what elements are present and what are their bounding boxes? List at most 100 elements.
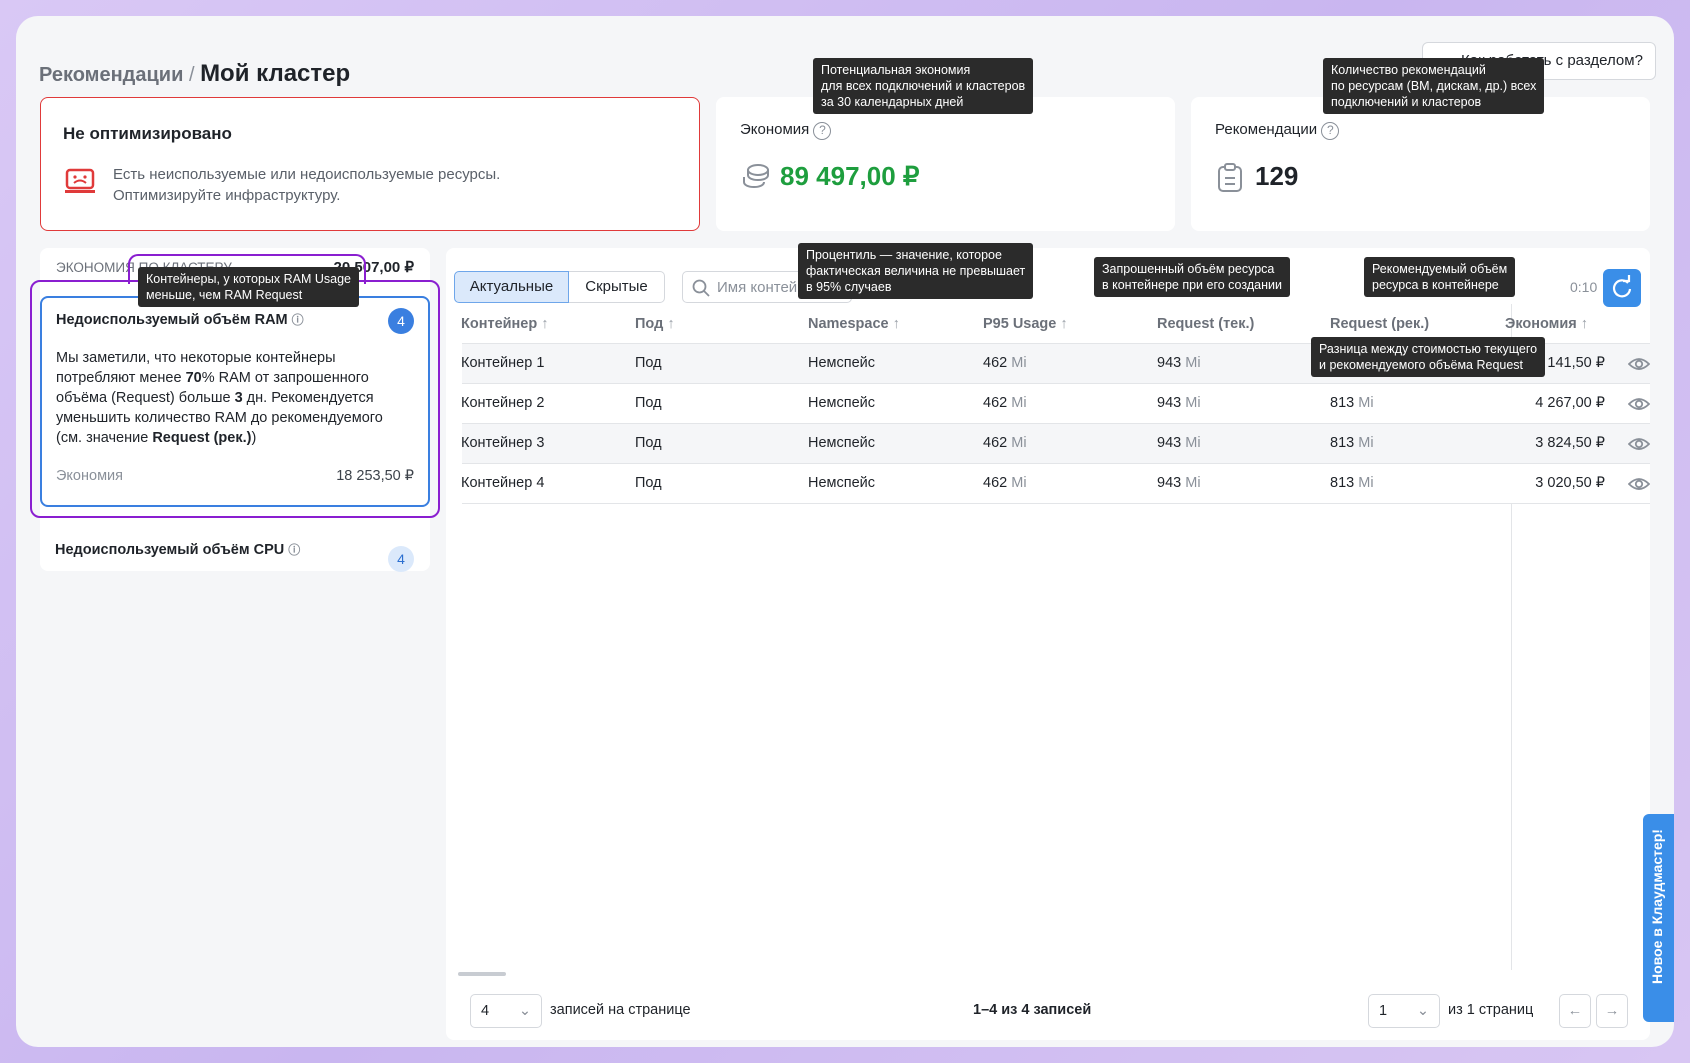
text: Мы заметили, что некоторые контейнеры по… — [56, 350, 336, 386]
cell-value: 462 — [983, 475, 1008, 491]
tooltip-line: Запрошенный объём ресурса — [1102, 262, 1275, 276]
eye-icon[interactable] — [1627, 354, 1651, 374]
scrollbar[interactable] — [458, 972, 506, 976]
next-page[interactable]: → — [1596, 994, 1628, 1028]
sort-icon[interactable]: ↑ — [1056, 316, 1068, 332]
cell: Контейнер 4 — [461, 475, 544, 491]
cell-value: Контейнер 4 — [461, 475, 545, 491]
breadcrumb-separator: / — [188, 64, 195, 86]
sort-icon[interactable]: ↑ — [1576, 316, 1589, 332]
cell-value: 462 — [983, 395, 1008, 411]
unit: Mi — [1185, 475, 1201, 491]
status-line: Есть неиспользуемые или недоиспользуемые… — [113, 166, 501, 183]
prev-page[interactable]: ← — [1559, 994, 1591, 1028]
cell-value: Немспейс — [808, 395, 876, 411]
cell: Контейнер 2 — [461, 395, 544, 411]
cell: 943 Mi — [1157, 355, 1201, 371]
cell: Немспейс — [808, 475, 875, 491]
side-tab[interactable]: Новое в Клаудмастер! — [1643, 814, 1674, 1022]
help-icon[interactable]: ? — [813, 122, 832, 140]
cell-value: 943 — [1157, 395, 1182, 411]
tooltip-line: Потенциальная экономия — [821, 63, 971, 77]
column-header[interactable]: Request (тек.) — [1157, 316, 1255, 332]
cpu-title[interactable]: Недоиспользуемый объём CPU ⓘ — [55, 542, 301, 558]
help-icon[interactable]: ? — [1321, 122, 1340, 140]
text: % RAM от запрошенного объёма (Request) б… — [56, 370, 369, 406]
cell-value: 813 — [1330, 395, 1355, 411]
cell-value: 943 — [1157, 475, 1182, 491]
page-select[interactable]: 1 ⌄ — [1368, 994, 1440, 1028]
tooltip-line: и рекомендуемого объёма Request — [1319, 358, 1524, 372]
text: дн. Рекомендуется уменьшить количество R… — [56, 390, 383, 446]
eye-icon[interactable] — [1627, 434, 1651, 454]
side-tab-label: Новое в Клаудмастер! — [1649, 829, 1665, 984]
sort-icon[interactable]: ↑ — [888, 316, 900, 332]
refresh-button[interactable] — [1603, 269, 1641, 307]
cell-value: 4 267,00 ₽ — [1535, 395, 1605, 411]
column-header[interactable]: Экономия ↑ — [1505, 316, 1589, 332]
tooltip: Потенциальная экономия для всех подключен… — [813, 58, 1034, 114]
tab[interactable]: Скрытые — [569, 271, 665, 303]
tooltip-line: для всех подключений и кластеров — [821, 79, 1026, 93]
ram-title: Недоиспользуемый объём RAM ⓘ — [56, 312, 304, 328]
column-header[interactable]: Под ↑ — [635, 316, 675, 332]
sort-icon[interactable]: ↑ — [537, 316, 549, 332]
column-header[interactable]: Request (рек.) — [1330, 316, 1430, 332]
cell-value: 462 — [983, 355, 1008, 371]
unit: Mi — [1358, 435, 1374, 451]
cell: 462 Mi — [983, 395, 1027, 411]
tooltip-line: за 30 календарных дней — [821, 95, 964, 109]
cell: Немспейс — [808, 355, 875, 371]
tab-active[interactable]: Актуальные — [454, 271, 569, 303]
status-card: Не оптимизировано Есть неиспользуемые ил… — [40, 97, 700, 231]
column-header[interactable]: Контейнер ↑ — [461, 316, 549, 332]
unit: Mi — [1185, 395, 1201, 411]
cell-value: 462 — [983, 435, 1008, 451]
cell: 943 Mi — [1157, 395, 1201, 411]
cell-value: Под — [635, 395, 662, 411]
updated-time: 0:10 — [1570, 279, 1598, 295]
status-title: Не оптимизировано — [63, 124, 232, 143]
cell-value: Контейнер 3 — [461, 435, 545, 451]
tooltip-line: Рекомендуемый объём — [1372, 262, 1508, 276]
page-size-select[interactable]: 4 ⌄ — [470, 994, 542, 1028]
cell: 813 Mi — [1330, 395, 1374, 411]
sort-icon[interactable]: ↑ — [663, 316, 675, 332]
cell-value: Немспейс — [808, 475, 876, 491]
cell: 943 Mi — [1157, 475, 1201, 491]
breadcrumb-parent[interactable]: Рекомендации — [39, 64, 184, 86]
ram-description: Мы заметили, что некоторые контейнеры по… — [56, 348, 406, 448]
ram-savings-value: 18 253,50 ₽ — [336, 468, 414, 484]
cpu-badge: 4 — [388, 546, 414, 572]
column-header[interactable]: Namespace ↑ — [808, 316, 900, 332]
cell-value: 813 — [1330, 475, 1355, 491]
cell: 943 Mi — [1157, 435, 1201, 451]
tooltip: Контейнеры, у которых RAM Usage меньше, ч… — [138, 267, 359, 307]
column-header[interactable]: P95 Usage ↑ — [983, 316, 1068, 332]
text: ) — [251, 430, 257, 446]
tooltip-line: в 95% случаев — [806, 280, 892, 294]
cell: 462 Mi — [983, 475, 1027, 491]
cell: Под — [635, 435, 662, 451]
eye-icon[interactable] — [1627, 474, 1651, 494]
tooltip: Рекомендуемый объём ресурса в контейнере — [1364, 257, 1516, 297]
header-border — [462, 343, 1650, 344]
eye-icon[interactable] — [1627, 394, 1651, 414]
unit: Mi — [1185, 435, 1201, 451]
cell-value: Под — [635, 355, 662, 371]
text-bold: Request (рек.) — [152, 430, 252, 446]
ram-badge: 4 — [388, 308, 414, 334]
app-frame: Рекомендации / Мой кластер Как работать … — [16, 16, 1674, 1047]
cell: 3 824,50 ₽ — [1505, 435, 1605, 451]
cell-value: 943 — [1157, 355, 1182, 371]
page-size: 4 — [481, 1003, 490, 1019]
clipboard-icon — [1218, 163, 1242, 192]
unit: Mi — [1011, 395, 1027, 411]
page-size-label: записей на странице — [550, 1002, 691, 1018]
tooltip-line: Процентиль — значение, которое — [806, 248, 1002, 262]
cell-value: 813 — [1330, 435, 1355, 451]
ram-card[interactable]: Недоиспользуемый объём RAM ⓘ 4 Мы замети… — [40, 296, 430, 507]
cpu-title-text: Недоиспользуемый объём CPU — [55, 542, 285, 558]
cell: Под — [635, 395, 662, 411]
